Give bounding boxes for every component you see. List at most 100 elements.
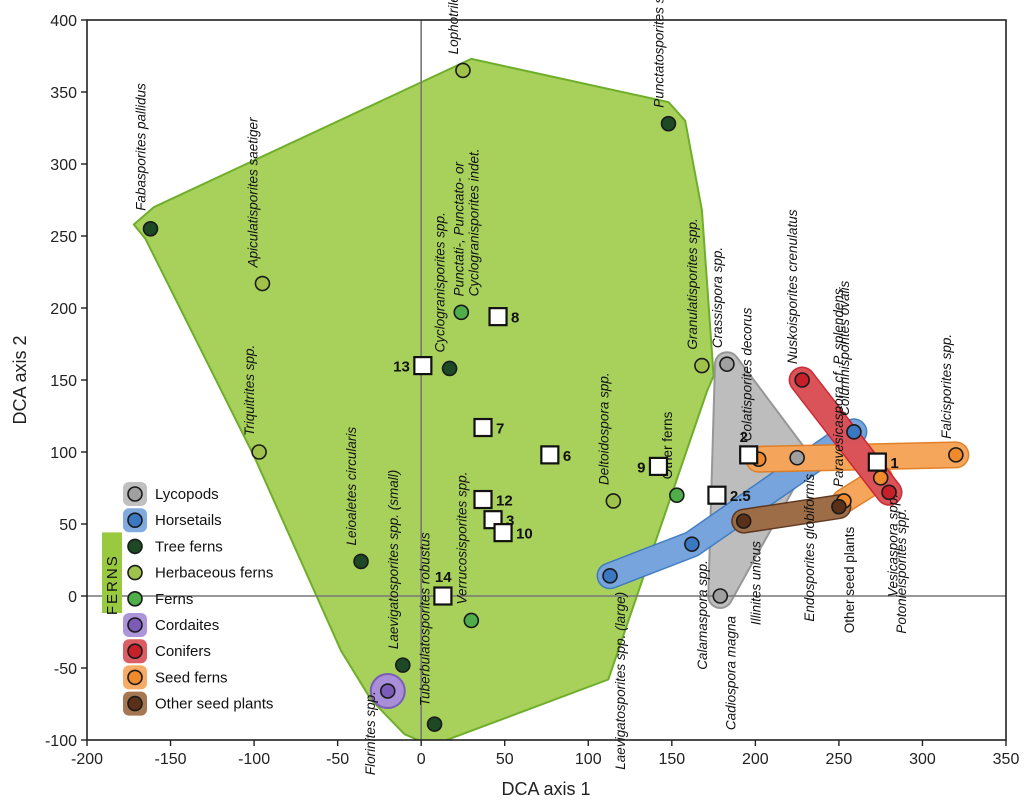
- taxon-label-falcisporites-spp: Falcisporites spp.: [939, 334, 954, 439]
- sample-marker-8: [488, 307, 508, 327]
- y-axis-title: DCA axis 2: [10, 335, 30, 424]
- sample-label-9: 9: [637, 459, 645, 476]
- taxon-label-punctatosporites-spp: Punctatosporites spp.: [651, 0, 666, 108]
- x-tick-label: -150: [155, 751, 187, 768]
- taxon-label-punctati-punctato-or-cyclogranisporites-indet-1: Punctati-, Punctato- or: [451, 162, 466, 297]
- sample-marker-10: [493, 523, 513, 543]
- zero-lines: [87, 20, 1006, 740]
- taxon-marker-calamaspora-spp: [684, 536, 700, 552]
- y-tick-label: 100: [50, 445, 77, 462]
- taxon-label-leioaletes-circularis: Leioaletes circularis: [344, 427, 359, 546]
- taxon-label-apiculatisporites-saetiger: Apiculatisporites saetiger: [245, 117, 260, 269]
- legend-marker-tree-ferns: [127, 538, 143, 555]
- sample-marker-9: [648, 456, 669, 476]
- x-tick-label: 350: [993, 751, 1020, 768]
- taxon-label-florinites-spp: Florinites spp.: [363, 691, 378, 775]
- taxon-marker-other-seed-plants: [831, 498, 847, 515]
- x-tick-label: -50: [326, 751, 349, 768]
- sample-label-8: 8: [511, 310, 519, 327]
- taxon-marker-laevigatosporites-spp-large: [602, 568, 618, 584]
- taxon-marker-other-ferns: [669, 487, 685, 504]
- legend-label-herbaceous-ferns: Herbaceous ferns: [155, 565, 273, 582]
- sample-label-13: 13: [393, 359, 410, 376]
- legend-marker-conifers: [127, 643, 143, 660]
- sample-label-3: 3: [506, 513, 514, 530]
- taxon-marker-vesicaspora-spp: [872, 470, 889, 486]
- y-tick-label: 350: [50, 85, 77, 102]
- taxon-label-tuberbulatosporites-robustus: Tuberbulatosporites robustus: [418, 532, 433, 706]
- y-tick-label: 150: [50, 373, 77, 390]
- legend-ferns-band: [102, 532, 122, 613]
- sample-label-7: 7: [496, 421, 504, 438]
- legend-label-horsetails: Horsetails: [155, 512, 222, 529]
- x-tick-label: -100: [238, 751, 270, 768]
- x-tick-label: 300: [909, 751, 936, 768]
- legend-label-tree-ferns: Tree ferns: [155, 538, 223, 555]
- sample-marker-13: [413, 356, 433, 376]
- legend-marker-seed-ferns: [127, 669, 143, 686]
- legend-marker-herbaceous-ferns: [127, 564, 143, 581]
- x-tick-label: -200: [71, 751, 103, 768]
- legend-marker-other-seed-plants: [127, 695, 143, 712]
- taxon-label-columnisporites-ovalis: Columnisporites ovalis: [837, 281, 852, 416]
- taxon-label-paravesicaspora-cf-p-splendens: Paravesicaspora cf. P. splendens: [831, 288, 846, 487]
- taxon-label-triquitrites-spp: Triquitrites spp.: [242, 345, 257, 436]
- legend-ferns-label: FERNS: [104, 554, 121, 615]
- taxon-marker-fabasporites-pallidus: [142, 221, 159, 237]
- legend-label-cordaites: Cordaites: [155, 617, 219, 634]
- y-tick-label: 50: [59, 517, 77, 534]
- taxon-markers: Fabasporites pallidus Apiculatisporites s…: [133, 0, 964, 775]
- y-tick-label: 250: [50, 229, 77, 246]
- legend-label-other-seed-plants: Other seed plants: [155, 696, 273, 713]
- legend-label-seed-ferns: Seed ferns: [155, 669, 228, 686]
- x-tick-label: 200: [742, 751, 769, 768]
- legend-marker-horsetails: [127, 512, 143, 529]
- taxon-label-other-seed-plants: Other seed plants: [842, 526, 857, 633]
- sample-marker-2-5: [707, 485, 727, 505]
- taxon-label-crassispora-spp: Crassispora spp.: [710, 247, 725, 348]
- legend-label-lycopods: Lycopods: [155, 486, 219, 503]
- legend: FERNS Lycopods Horsetails Tree ferns Herbace…: [102, 482, 273, 716]
- sample-marker-1: [867, 452, 887, 472]
- taxon-label-granulatisporites-spp: Granulatisporites spp.: [685, 218, 700, 349]
- taxon-label-endosporites-globiformis: Endosporites globiformis: [802, 474, 817, 622]
- legend-label-ferns: Ferns: [155, 591, 193, 608]
- taxon-label-laevigatosporites-spp-small: Laevigatosporites spp. (small): [386, 470, 401, 649]
- sample-label-10: 10: [516, 526, 533, 543]
- taxon-marker-columnisporites-ovalis: [846, 424, 862, 440]
- taxon-marker-laevigatosporites-spp-small: [395, 657, 411, 673]
- taxon-label-vesicaspora-spp: Vesicaspora spp.: [886, 494, 901, 597]
- y-tick-label: -100: [45, 733, 77, 750]
- taxon-marker-deltoidospora-spp: [605, 493, 622, 509]
- taxon-label-potonieisporites-spp: Potonieisporites spp.: [894, 508, 909, 633]
- taxon-label-illinites-unicus: Illinites unicus: [749, 541, 764, 625]
- taxon-label-deltoidospora-spp: Deltoidospora spp.: [596, 372, 611, 485]
- x-tick-label: 0: [417, 751, 426, 768]
- taxon-marker-punctatosporites-spp: [660, 115, 677, 132]
- taxon-marker-nuskoisporites-crenulatus: [794, 372, 810, 388]
- sample-label-6: 6: [563, 448, 571, 465]
- taxon-label-cyclogranisporites-spp: Cyclogranisporites spp.: [433, 212, 448, 352]
- taxon-marker-endosporites-globiformis: [789, 449, 805, 466]
- taxon-marker-tuberbulatosporites-robustus: [426, 716, 443, 732]
- taxon-label-cadiospora-magna: Cadiospora magna: [723, 616, 738, 731]
- sample-marker-7: [473, 417, 493, 438]
- taxon-marker-triquitrites-spp: [251, 444, 267, 460]
- x-axis-title: DCA axis 1: [501, 779, 590, 799]
- taxon-label-punctati-punctato-or-cyclogranisporites-indet-2: Cyclogranisporites indet.: [466, 148, 481, 296]
- sample-label-1: 1: [890, 455, 898, 472]
- taxon-marker-apiculatisporites-saetiger: [254, 275, 271, 292]
- taxon-label-lophotriletes-spp: Lophotriletes spp.: [446, 0, 461, 54]
- taxon-marker-florinites-spp: [379, 683, 396, 699]
- axis-ticks: -200 -150 -100 -50 0 50 100 150 200 250 300 350 -100…: [45, 13, 1019, 768]
- sample-marker-2: [739, 445, 759, 465]
- taxon-label-nuskoisporites-crenulatus: Nuskoisporites crenulatus: [785, 209, 800, 364]
- sample-marker-12: [473, 489, 493, 510]
- taxon-marker-cyclogranisporites-spp: [441, 360, 458, 377]
- y-tick-label: 400: [50, 13, 77, 30]
- ferns-hull: [132, 57, 715, 740]
- taxon-label-verrucosisporites-spp: Verrucosisporites spp.: [454, 471, 469, 604]
- x-tick-label: 150: [658, 751, 685, 768]
